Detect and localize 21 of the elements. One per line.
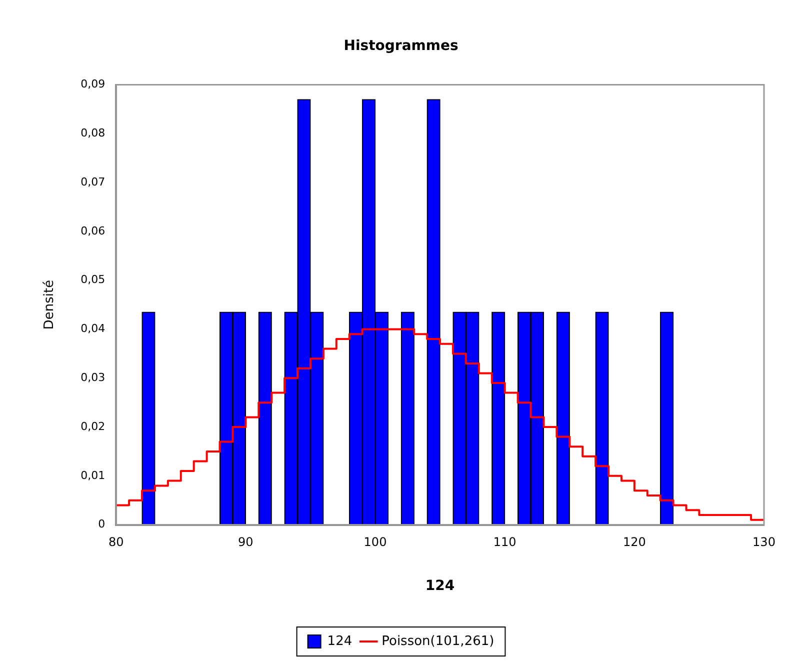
x-tick-label: 130 (752, 535, 776, 550)
x-tick-label: 120 (622, 535, 646, 550)
y-tick-label: 0,03 (80, 370, 106, 384)
x-axis-title: 124 (425, 578, 455, 594)
y-tick-label: 0,08 (80, 126, 106, 140)
x-tick-label: 90 (238, 535, 254, 550)
x-tick-label: 100 (364, 535, 387, 550)
y-tick-label: 0,07 (80, 175, 106, 188)
y-tick-label: 0,02 (80, 420, 106, 433)
y-tick-label: 0,05 (80, 273, 106, 286)
legend-label: 124 (327, 634, 352, 649)
x-tick-label: 110 (493, 535, 516, 550)
y-tick-label: 0,04 (80, 322, 106, 336)
x-tick-label: 80 (108, 535, 124, 550)
legend-label: Poisson(101,261) (382, 634, 494, 649)
y-tick-label: 0,01 (80, 468, 106, 482)
y-tick-label: 0,09 (80, 78, 106, 91)
y-axis-title: Densité (42, 280, 58, 330)
y-tick-label: 0 (98, 518, 106, 531)
y-tick-label: 0,06 (80, 224, 106, 238)
chart-title: Histogrammes (344, 38, 458, 54)
